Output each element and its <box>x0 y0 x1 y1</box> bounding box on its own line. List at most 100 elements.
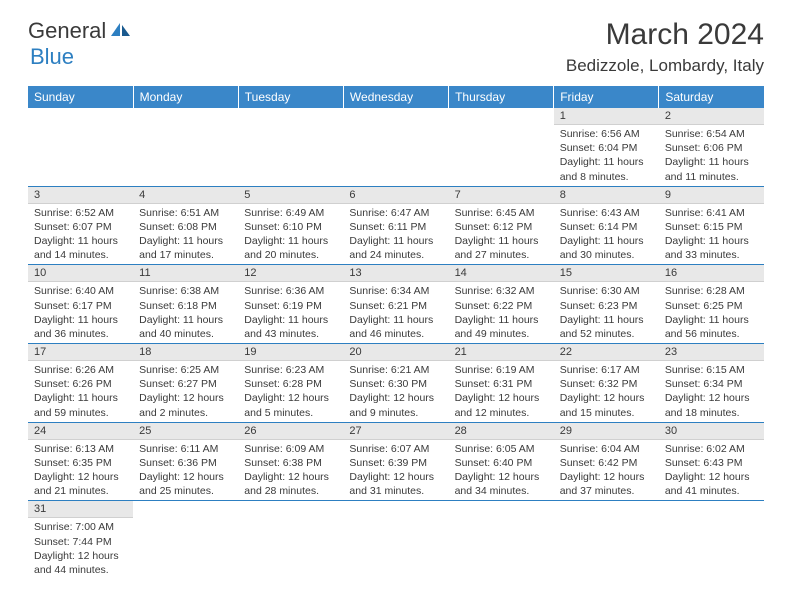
calendar-header-sunday: Sunday <box>28 86 133 108</box>
day-details: Sunrise: 6:56 AMSunset: 6:04 PMDaylight:… <box>554 125 659 186</box>
calendar-cell: 29Sunrise: 6:04 AMSunset: 6:42 PMDayligh… <box>554 422 659 501</box>
calendar-cell <box>133 501 238 579</box>
day-number: 28 <box>449 423 554 440</box>
day-details: Sunrise: 6:36 AMSunset: 6:19 PMDaylight:… <box>238 282 343 343</box>
logo-text-blue: Blue <box>30 44 74 69</box>
calendar-header-saturday: Saturday <box>659 86 764 108</box>
calendar-body: 1Sunrise: 6:56 AMSunset: 6:04 PMDaylight… <box>28 108 764 579</box>
day-number: 1 <box>554 108 659 125</box>
day-details: Sunrise: 6:41 AMSunset: 6:15 PMDaylight:… <box>659 204 764 265</box>
calendar-cell <box>449 501 554 579</box>
location: Bedizzole, Lombardy, Italy <box>566 56 764 76</box>
calendar-cell <box>238 108 343 186</box>
calendar-cell: 10Sunrise: 6:40 AMSunset: 6:17 PMDayligh… <box>28 265 133 344</box>
calendar-cell: 2Sunrise: 6:54 AMSunset: 6:06 PMDaylight… <box>659 108 764 186</box>
day-details: Sunrise: 6:54 AMSunset: 6:06 PMDaylight:… <box>659 125 764 186</box>
calendar-cell: 26Sunrise: 6:09 AMSunset: 6:38 PMDayligh… <box>238 422 343 501</box>
calendar-cell: 7Sunrise: 6:45 AMSunset: 6:12 PMDaylight… <box>449 186 554 265</box>
calendar-cell: 31Sunrise: 7:00 AMSunset: 7:44 PMDayligh… <box>28 501 133 579</box>
calendar: SundayMondayTuesdayWednesdayThursdayFrid… <box>28 86 764 579</box>
calendar-cell: 19Sunrise: 6:23 AMSunset: 6:28 PMDayligh… <box>238 344 343 423</box>
calendar-cell: 28Sunrise: 6:05 AMSunset: 6:40 PMDayligh… <box>449 422 554 501</box>
day-number: 27 <box>343 423 448 440</box>
day-number: 24 <box>28 423 133 440</box>
day-number: 31 <box>28 501 133 518</box>
day-number: 10 <box>28 265 133 282</box>
calendar-cell: 23Sunrise: 6:15 AMSunset: 6:34 PMDayligh… <box>659 344 764 423</box>
calendar-row: 17Sunrise: 6:26 AMSunset: 6:26 PMDayligh… <box>28 344 764 423</box>
day-details: Sunrise: 6:38 AMSunset: 6:18 PMDaylight:… <box>133 282 238 343</box>
day-details: Sunrise: 6:19 AMSunset: 6:31 PMDaylight:… <box>449 361 554 422</box>
calendar-row: 1Sunrise: 6:56 AMSunset: 6:04 PMDaylight… <box>28 108 764 186</box>
calendar-header-monday: Monday <box>133 86 238 108</box>
day-number: 29 <box>554 423 659 440</box>
title-block: March 2024 Bedizzole, Lombardy, Italy <box>566 18 764 76</box>
day-details: Sunrise: 6:11 AMSunset: 6:36 PMDaylight:… <box>133 440 238 501</box>
day-number: 23 <box>659 344 764 361</box>
calendar-cell: 3Sunrise: 6:52 AMSunset: 6:07 PMDaylight… <box>28 186 133 265</box>
day-details: Sunrise: 6:34 AMSunset: 6:21 PMDaylight:… <box>343 282 448 343</box>
day-number: 7 <box>449 187 554 204</box>
calendar-cell: 20Sunrise: 6:21 AMSunset: 6:30 PMDayligh… <box>343 344 448 423</box>
logo-text-general: General <box>28 18 106 44</box>
calendar-cell <box>343 108 448 186</box>
calendar-cell: 13Sunrise: 6:34 AMSunset: 6:21 PMDayligh… <box>343 265 448 344</box>
calendar-row: 24Sunrise: 6:13 AMSunset: 6:35 PMDayligh… <box>28 422 764 501</box>
day-details: Sunrise: 6:40 AMSunset: 6:17 PMDaylight:… <box>28 282 133 343</box>
day-details: Sunrise: 6:04 AMSunset: 6:42 PMDaylight:… <box>554 440 659 501</box>
day-number: 2 <box>659 108 764 125</box>
calendar-cell: 12Sunrise: 6:36 AMSunset: 6:19 PMDayligh… <box>238 265 343 344</box>
calendar-cell: 4Sunrise: 6:51 AMSunset: 6:08 PMDaylight… <box>133 186 238 265</box>
day-details: Sunrise: 6:26 AMSunset: 6:26 PMDaylight:… <box>28 361 133 422</box>
calendar-cell: 25Sunrise: 6:11 AMSunset: 6:36 PMDayligh… <box>133 422 238 501</box>
day-number: 21 <box>449 344 554 361</box>
calendar-cell: 18Sunrise: 6:25 AMSunset: 6:27 PMDayligh… <box>133 344 238 423</box>
calendar-cell <box>238 501 343 579</box>
day-details: Sunrise: 6:21 AMSunset: 6:30 PMDaylight:… <box>343 361 448 422</box>
day-details: Sunrise: 6:45 AMSunset: 6:12 PMDaylight:… <box>449 204 554 265</box>
day-details: Sunrise: 6:28 AMSunset: 6:25 PMDaylight:… <box>659 282 764 343</box>
calendar-row: 31Sunrise: 7:00 AMSunset: 7:44 PMDayligh… <box>28 501 764 579</box>
day-number: 30 <box>659 423 764 440</box>
day-details: Sunrise: 6:02 AMSunset: 6:43 PMDaylight:… <box>659 440 764 501</box>
header: General March 2024 Bedizzole, Lombardy, … <box>0 0 792 80</box>
calendar-cell: 9Sunrise: 6:41 AMSunset: 6:15 PMDaylight… <box>659 186 764 265</box>
calendar-cell: 30Sunrise: 6:02 AMSunset: 6:43 PMDayligh… <box>659 422 764 501</box>
calendar-cell: 15Sunrise: 6:30 AMSunset: 6:23 PMDayligh… <box>554 265 659 344</box>
day-details: Sunrise: 6:13 AMSunset: 6:35 PMDaylight:… <box>28 440 133 501</box>
calendar-cell: 27Sunrise: 6:07 AMSunset: 6:39 PMDayligh… <box>343 422 448 501</box>
calendar-cell: 14Sunrise: 6:32 AMSunset: 6:22 PMDayligh… <box>449 265 554 344</box>
calendar-cell: 24Sunrise: 6:13 AMSunset: 6:35 PMDayligh… <box>28 422 133 501</box>
day-number: 18 <box>133 344 238 361</box>
day-number: 12 <box>238 265 343 282</box>
day-details: Sunrise: 6:07 AMSunset: 6:39 PMDaylight:… <box>343 440 448 501</box>
calendar-cell <box>554 501 659 579</box>
calendar-cell: 17Sunrise: 6:26 AMSunset: 6:26 PMDayligh… <box>28 344 133 423</box>
calendar-header-wednesday: Wednesday <box>343 86 448 108</box>
logo-line2: Blue <box>30 44 74 70</box>
calendar-header-row: SundayMondayTuesdayWednesdayThursdayFrid… <box>28 86 764 108</box>
day-number: 25 <box>133 423 238 440</box>
day-number: 17 <box>28 344 133 361</box>
day-number: 5 <box>238 187 343 204</box>
day-number: 9 <box>659 187 764 204</box>
day-details: Sunrise: 6:51 AMSunset: 6:08 PMDaylight:… <box>133 204 238 265</box>
day-number: 19 <box>238 344 343 361</box>
logo: General <box>28 18 134 44</box>
day-number: 6 <box>343 187 448 204</box>
calendar-cell <box>133 108 238 186</box>
day-number: 8 <box>554 187 659 204</box>
calendar-cell <box>343 501 448 579</box>
calendar-row: 3Sunrise: 6:52 AMSunset: 6:07 PMDaylight… <box>28 186 764 265</box>
day-number: 22 <box>554 344 659 361</box>
calendar-row: 10Sunrise: 6:40 AMSunset: 6:17 PMDayligh… <box>28 265 764 344</box>
day-number: 15 <box>554 265 659 282</box>
calendar-cell: 16Sunrise: 6:28 AMSunset: 6:25 PMDayligh… <box>659 265 764 344</box>
calendar-cell: 11Sunrise: 6:38 AMSunset: 6:18 PMDayligh… <box>133 265 238 344</box>
day-number: 11 <box>133 265 238 282</box>
day-number: 14 <box>449 265 554 282</box>
day-number: 16 <box>659 265 764 282</box>
calendar-cell <box>659 501 764 579</box>
day-number: 4 <box>133 187 238 204</box>
day-number: 20 <box>343 344 448 361</box>
